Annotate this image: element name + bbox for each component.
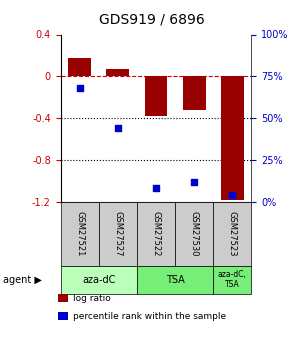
Point [192,179,197,185]
Text: GSM27523: GSM27523 [228,211,237,256]
Text: GSM27521: GSM27521 [75,211,84,256]
Point [115,126,120,131]
Text: log ratio: log ratio [73,294,111,303]
Text: GSM27522: GSM27522 [152,211,161,256]
Point [154,186,158,191]
Text: percentile rank within the sample: percentile rank within the sample [73,312,226,321]
Text: GSM27530: GSM27530 [190,211,199,256]
Text: aza-dC: aza-dC [82,275,115,285]
Bar [68,58,91,76]
Point [230,193,235,198]
Bar [106,69,129,76]
Text: aza-dC,
TSA: aza-dC, TSA [218,270,247,289]
Bar [183,76,206,110]
Bar [221,76,244,200]
Text: GDS919 / 6896: GDS919 / 6896 [98,12,205,26]
Bar [145,76,168,116]
Point [77,85,82,91]
Text: agent ▶: agent ▶ [3,275,42,285]
Text: TSA: TSA [166,275,185,285]
Text: GSM27527: GSM27527 [113,211,122,256]
